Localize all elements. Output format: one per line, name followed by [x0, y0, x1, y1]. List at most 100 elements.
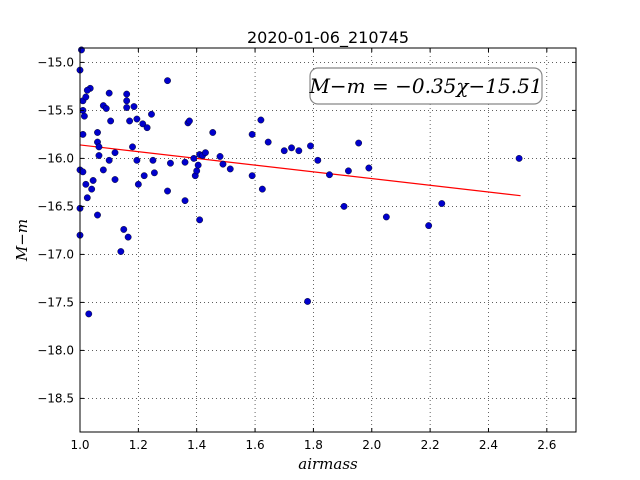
data-point [99, 166, 107, 174]
data-point [95, 152, 103, 159]
data-point [124, 233, 132, 241]
data-point [196, 216, 204, 224]
data-point [181, 197, 189, 205]
data-point [83, 86, 91, 94]
data-point [105, 89, 113, 97]
fit-line [79, 144, 521, 197]
data-point [202, 149, 209, 157]
data-point [80, 112, 88, 120]
y-tick-label: −17.0 [37, 247, 74, 261]
data-point [295, 147, 303, 155]
y-tick-label: −15.5 [37, 103, 74, 117]
fit-equation-text: M−m = −0.35χ−15.51 [308, 74, 542, 98]
data-point [382, 213, 390, 221]
data-point [102, 105, 110, 112]
data-point [280, 147, 288, 155]
data-point [164, 187, 171, 195]
y-tick-label: −15.0 [37, 55, 74, 69]
x-tick-label: 2.0 [362, 438, 381, 452]
data-point [129, 143, 136, 151]
data-point [107, 117, 115, 125]
data-point [181, 158, 189, 166]
x-tick-label: 1.0 [70, 438, 89, 452]
x-axis-ticks: 1.0 1.2 1.4 1.6 1.8 2.0 2.2 2.4 2.6 [70, 48, 556, 452]
data-point [515, 154, 523, 162]
data-point [345, 167, 352, 175]
data-point [79, 130, 87, 138]
x-tick-label: 2.2 [421, 438, 440, 452]
data-point [111, 149, 119, 157]
data-point [167, 159, 174, 167]
data-point [365, 164, 373, 172]
data-point [82, 180, 90, 188]
y-tick-label: −17.5 [37, 295, 74, 309]
data-point [219, 160, 227, 168]
data-point [123, 97, 131, 105]
plot-area-frame [79, 47, 577, 433]
data-point [425, 222, 433, 230]
data-point [149, 156, 157, 164]
data-point [258, 185, 266, 193]
data-point [83, 194, 91, 202]
data-point [326, 171, 333, 179]
data-point [248, 172, 256, 180]
x-tick-label: 2.6 [537, 438, 556, 452]
data-point [111, 176, 119, 183]
data-point [194, 161, 202, 169]
x-tick-label: 2.4 [479, 438, 498, 452]
grid-layer [80, 48, 576, 432]
data-point [79, 168, 87, 176]
data-point [257, 116, 265, 124]
data-point [82, 93, 90, 101]
data-point [148, 110, 155, 118]
data-point [164, 77, 171, 85]
fit-layer [79, 144, 521, 197]
data-point [139, 120, 147, 128]
data-point [150, 169, 158, 177]
data-point [438, 200, 446, 207]
data-point [123, 104, 131, 111]
data-point [123, 90, 131, 98]
data-point [117, 248, 125, 255]
data-point [248, 130, 256, 138]
data-point [186, 117, 193, 125]
data-point [340, 202, 348, 210]
data-point [85, 310, 93, 318]
data-point [355, 139, 363, 147]
data-point [209, 129, 217, 136]
data-point [95, 143, 103, 151]
data-point [264, 138, 272, 146]
data-point [143, 124, 151, 132]
y-tick-label: −18.5 [37, 391, 74, 405]
data-point [134, 180, 142, 188]
data-point [226, 165, 234, 173]
data-point [130, 103, 138, 110]
data-point [190, 154, 198, 162]
x-tick-label: 1.8 [304, 438, 323, 452]
data-point [89, 177, 97, 184]
data-point [307, 142, 314, 150]
y-tick-label: −18.0 [37, 343, 74, 357]
x-axis-label: airmass [298, 455, 358, 473]
data-point [105, 156, 113, 164]
y-tick-label: −16.5 [37, 199, 74, 213]
y-tick-label: −16.0 [37, 151, 74, 165]
data-point [193, 167, 201, 175]
data-point [314, 156, 322, 164]
data-point [94, 129, 101, 136]
data-point [304, 298, 311, 305]
data-point [126, 117, 134, 125]
data-point [140, 172, 148, 180]
fit-equation-box: M−m = −0.35χ−15.51 [308, 67, 543, 105]
data-point [216, 153, 224, 160]
data-point [120, 226, 128, 233]
data-point [88, 185, 96, 193]
chart-title: 2020-01-06_210745 [247, 28, 409, 48]
x-tick-label: 1.6 [246, 438, 265, 452]
x-tick-label: 1.2 [129, 438, 148, 452]
y-axis-ticks: −15.0 −15.5 −16.0 −16.5 −17.0 −17.5 −18.0 −18.5 [37, 55, 576, 405]
data-point [288, 144, 295, 152]
data-point [133, 156, 141, 164]
fit-equation-frame [309, 67, 543, 105]
